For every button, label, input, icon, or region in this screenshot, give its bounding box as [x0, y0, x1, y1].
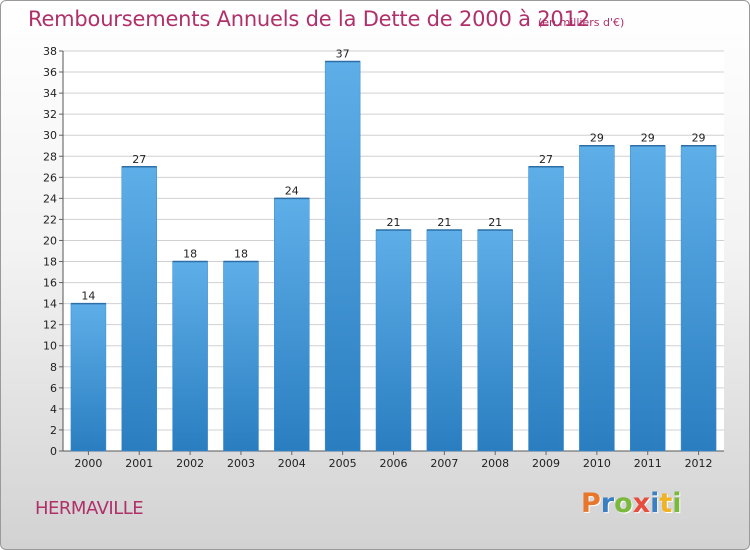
x-tick-label: 2002	[176, 457, 204, 470]
bar-value-label: 37	[336, 48, 350, 61]
logo-letter: P	[581, 488, 601, 519]
x-tick-label: 2004	[278, 457, 306, 470]
bar	[274, 198, 310, 452]
commune-name: HERMAVILLE	[35, 498, 144, 519]
y-tick-label: 36	[43, 66, 57, 79]
logo-letter: i	[672, 488, 682, 519]
logo-letter: o	[614, 488, 633, 519]
y-tick-label: 20	[43, 234, 57, 247]
y-tick-label: 16	[43, 277, 57, 290]
x-tick-label: 2006	[380, 457, 408, 470]
x-tick-label: 2011	[634, 457, 662, 470]
bar	[680, 145, 717, 452]
x-tick-label: 2005	[329, 457, 357, 470]
bar	[629, 145, 666, 452]
bar	[579, 145, 615, 452]
bar-value-label: 18	[234, 248, 248, 261]
proxiti-logo: Proxiti	[581, 488, 682, 519]
chart-subtitle: (en milliers d'€)	[538, 16, 625, 29]
bar-value-label: 27	[539, 153, 553, 166]
bar	[223, 261, 259, 452]
logo-letter: x	[632, 488, 651, 519]
x-tick-label: 2012	[685, 457, 713, 470]
y-tick-label: 8	[50, 361, 57, 374]
y-tick-label: 32	[43, 108, 57, 121]
x-tick-label: 2008	[481, 457, 509, 470]
bar	[70, 303, 107, 452]
bar	[121, 166, 158, 452]
y-tick-label: 22	[43, 213, 57, 226]
y-tick-label: 2	[50, 424, 57, 437]
y-tick-label: 14	[43, 298, 57, 311]
y-tick-label: 18	[43, 256, 57, 269]
bar	[324, 61, 361, 452]
x-tick-label: 2010	[583, 457, 611, 470]
bar-value-label: 29	[590, 132, 604, 145]
bar-value-label: 27	[132, 153, 146, 166]
bar-value-label: 21	[488, 216, 502, 229]
bar-value-label: 21	[387, 216, 401, 229]
logo-letter: t	[659, 488, 673, 519]
y-tick-label: 10	[43, 340, 57, 353]
x-tick-label: 2003	[227, 457, 255, 470]
y-tick-label: 26	[43, 171, 57, 184]
x-tick-label: 2007	[430, 457, 458, 470]
logo-letter: i	[650, 488, 660, 519]
bar-value-label: 24	[285, 184, 299, 197]
y-tick-label: 0	[50, 445, 57, 458]
y-tick-label: 34	[43, 87, 57, 100]
bar	[477, 229, 513, 452]
y-tick-label: 24	[43, 192, 57, 205]
y-tick-label: 38	[43, 45, 57, 58]
chart-title: Remboursements Annuels de la Dette de 20…	[28, 7, 590, 31]
bar-value-label: 18	[183, 248, 197, 261]
x-tick-label: 2001	[125, 457, 153, 470]
bar	[528, 166, 564, 452]
y-tick-label: 30	[43, 129, 57, 142]
y-tick-label: 4	[50, 403, 57, 416]
bar-value-label: 29	[692, 132, 706, 145]
logo-letter: r	[600, 488, 615, 519]
bar	[375, 229, 412, 452]
bar-value-label: 29	[641, 132, 655, 145]
y-tick-label: 28	[43, 150, 57, 163]
bar	[426, 229, 463, 452]
y-tick-label: 12	[43, 319, 57, 332]
y-tick-label: 6	[50, 382, 57, 395]
bar-value-label: 14	[81, 290, 95, 303]
bar	[172, 261, 208, 452]
bar-value-label: 21	[437, 216, 451, 229]
x-tick-label: 2009	[532, 457, 560, 470]
x-tick-label: 2000	[74, 457, 102, 470]
